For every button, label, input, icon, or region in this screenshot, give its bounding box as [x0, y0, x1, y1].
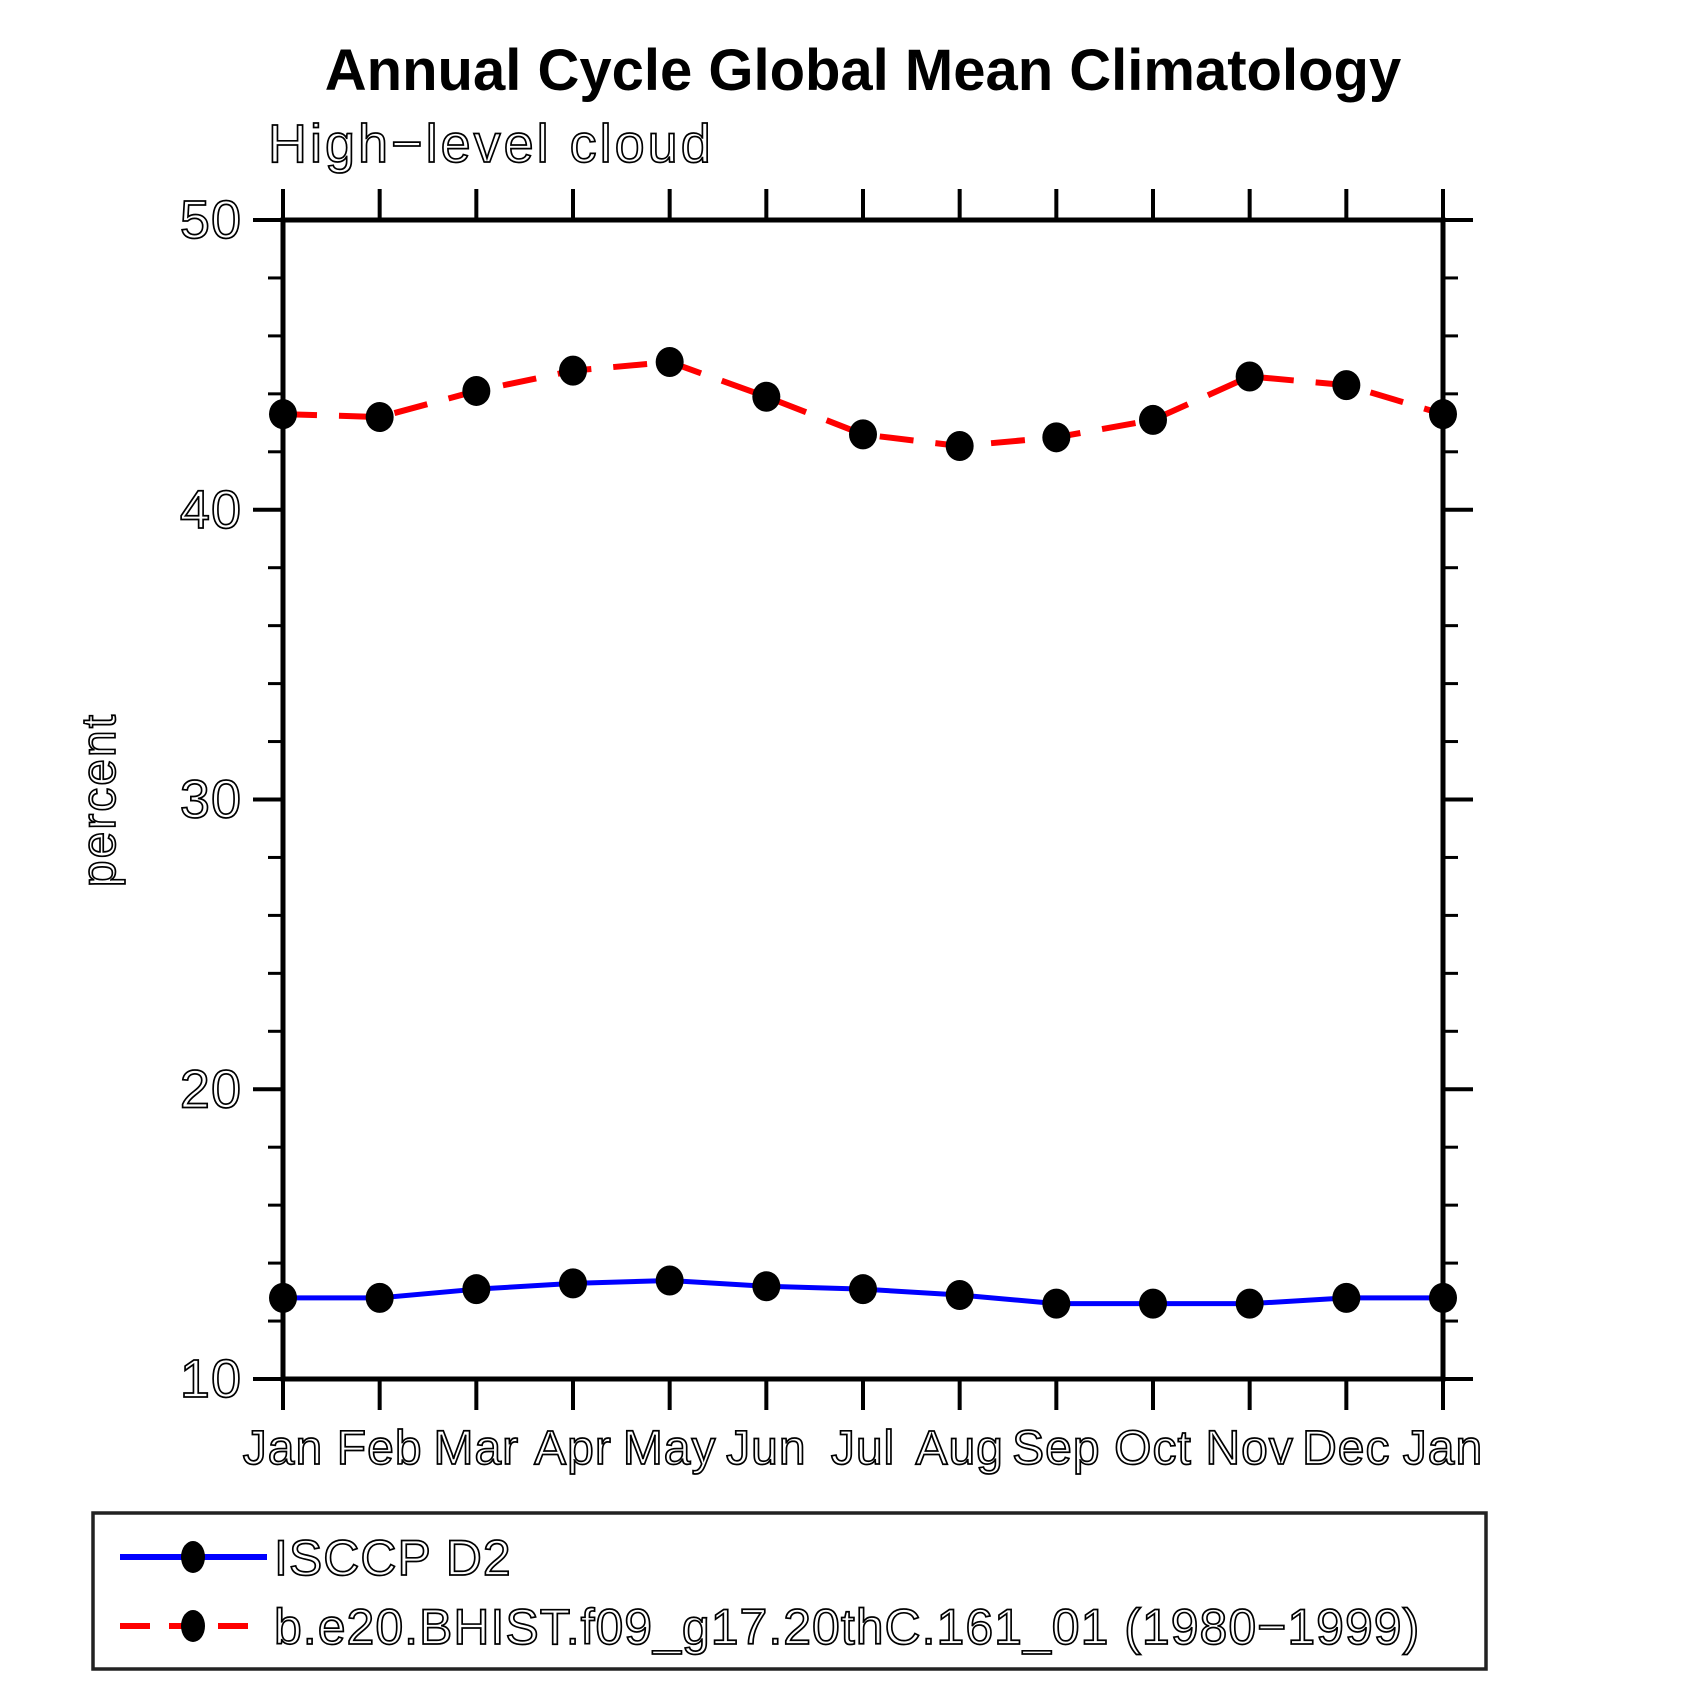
series-1-marker-dot — [462, 375, 491, 406]
series-1-marker-dot — [1235, 361, 1264, 392]
x-tick-label: May — [623, 1422, 717, 1475]
y-tick-label: 40 — [180, 480, 242, 540]
legend-item-model-run: b.e20.BHIST.f09_g17.20thC.161_01 (1980−1… — [120, 1598, 1420, 1656]
series-1-marker-dot — [1042, 422, 1071, 453]
series-0-marker-dot — [1139, 1288, 1167, 1319]
legend-marker-dot-icon — [181, 1541, 205, 1573]
series-0-marker-dot — [752, 1271, 781, 1302]
series-0-marker-dot — [559, 1268, 587, 1299]
series-1-marker-dot — [365, 402, 394, 433]
series-1-marker-dot — [559, 355, 587, 386]
x-tick-label: Jan — [243, 1422, 323, 1475]
series-0-marker-dot — [269, 1282, 297, 1313]
y-axis-label: percent — [73, 713, 126, 887]
x-tick-label: Jun — [726, 1422, 806, 1475]
series-1-marker-dot — [849, 419, 877, 450]
series-0-marker-dot — [1332, 1282, 1361, 1313]
series-1-marker-dot — [655, 346, 684, 377]
legend-label: ISCCP D2 — [274, 1530, 512, 1586]
series-1-marker-dot — [269, 399, 297, 430]
series-1-marker-dot — [1139, 404, 1167, 435]
legend-item-isccp-d2: ISCCP D2 — [120, 1529, 512, 1587]
x-tick-label: Sep — [1012, 1422, 1100, 1475]
series-0-marker-dot — [655, 1265, 684, 1296]
series-0-marker-dot — [462, 1274, 491, 1305]
series-0-marker-dot — [1429, 1282, 1457, 1313]
x-tick-label: Oct — [1114, 1422, 1192, 1475]
series-1-marker-dot — [752, 381, 781, 412]
series-0-marker-dot — [945, 1279, 974, 1310]
legend-border — [91, 1511, 1488, 1671]
series-0-marker-dot — [1042, 1288, 1071, 1319]
chart-subtitle: High−level cloud — [268, 114, 714, 174]
x-tick-label: Jan — [1403, 1422, 1483, 1475]
x-tick-label: Dec — [1302, 1422, 1390, 1475]
series-0-marker-dot — [365, 1282, 394, 1313]
legend-label: b.e20.BHIST.f09_g17.20thC.161_01 (1980−1… — [274, 1599, 1420, 1655]
x-tick-label: Apr — [534, 1422, 612, 1475]
chart-title: Annual Cycle Global Mean Climatology — [325, 38, 1401, 103]
series-1-marker-dot — [945, 431, 974, 462]
y-tick-label: 10 — [180, 1349, 242, 1409]
legend-box: ISCCP D2 b.e20.BHIST.f09_g17.20thC.161_0… — [91, 1511, 1488, 1671]
series-0-marker-dot — [1235, 1288, 1264, 1319]
y-tick-label: 20 — [180, 1059, 242, 1119]
x-tick-label: Nov — [1205, 1422, 1293, 1475]
x-tick-label: Jul — [831, 1422, 895, 1475]
y-tick-label: 50 — [180, 190, 242, 250]
legend-marker-dot-icon — [181, 1610, 205, 1642]
x-tick-label: Feb — [337, 1422, 423, 1475]
y-tick-label: 30 — [180, 770, 242, 830]
plot-area: Jan Feb Mar Apr May Jun Jul Aug Sep Oct Nov Dec Jan1… — [179, 189, 1483, 1476]
x-tick-label: Aug — [915, 1422, 1003, 1475]
series-0-marker-dot — [849, 1274, 877, 1305]
series-1-marker-dot — [1332, 370, 1361, 401]
x-tick-label: Mar — [433, 1422, 519, 1475]
series-1-marker-dot — [1429, 399, 1457, 430]
